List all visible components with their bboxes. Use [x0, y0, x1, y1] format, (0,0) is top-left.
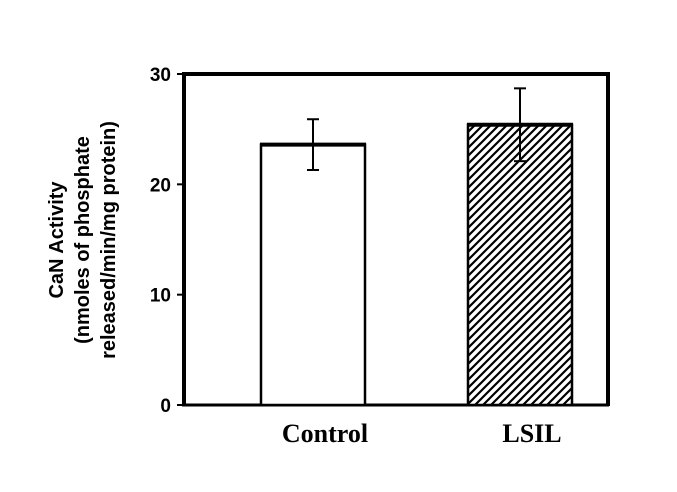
x-axis-category-labels: Control LSIL [282, 419, 562, 448]
y-tick-label: 10 [150, 286, 171, 307]
bar-control [259, 143, 367, 407]
y-tick-label: 20 [150, 175, 171, 196]
bar-lsil [466, 123, 574, 407]
error-bar-lsil [514, 87, 526, 163]
y-axis-label-line-2: (nmoles of phosphate [72, 136, 94, 344]
error-bar-control [307, 118, 319, 171]
bars [259, 122, 574, 407]
x-category-label: Control [282, 419, 368, 448]
y-axis-label-line-1: CaN Activity [46, 181, 68, 299]
y-axis-label-line-3: released/min/mg protein) [98, 121, 120, 359]
y-tick-label: 0 [160, 396, 171, 417]
y-axis-label: CaN Activity (nmoles of phosphate releas… [46, 121, 120, 359]
y-axis-ticks: 0 10 20 30 [150, 65, 184, 417]
error-bars [307, 87, 526, 171]
y-tick-label: 30 [150, 65, 171, 86]
x-category-label: LSIL [502, 419, 561, 448]
